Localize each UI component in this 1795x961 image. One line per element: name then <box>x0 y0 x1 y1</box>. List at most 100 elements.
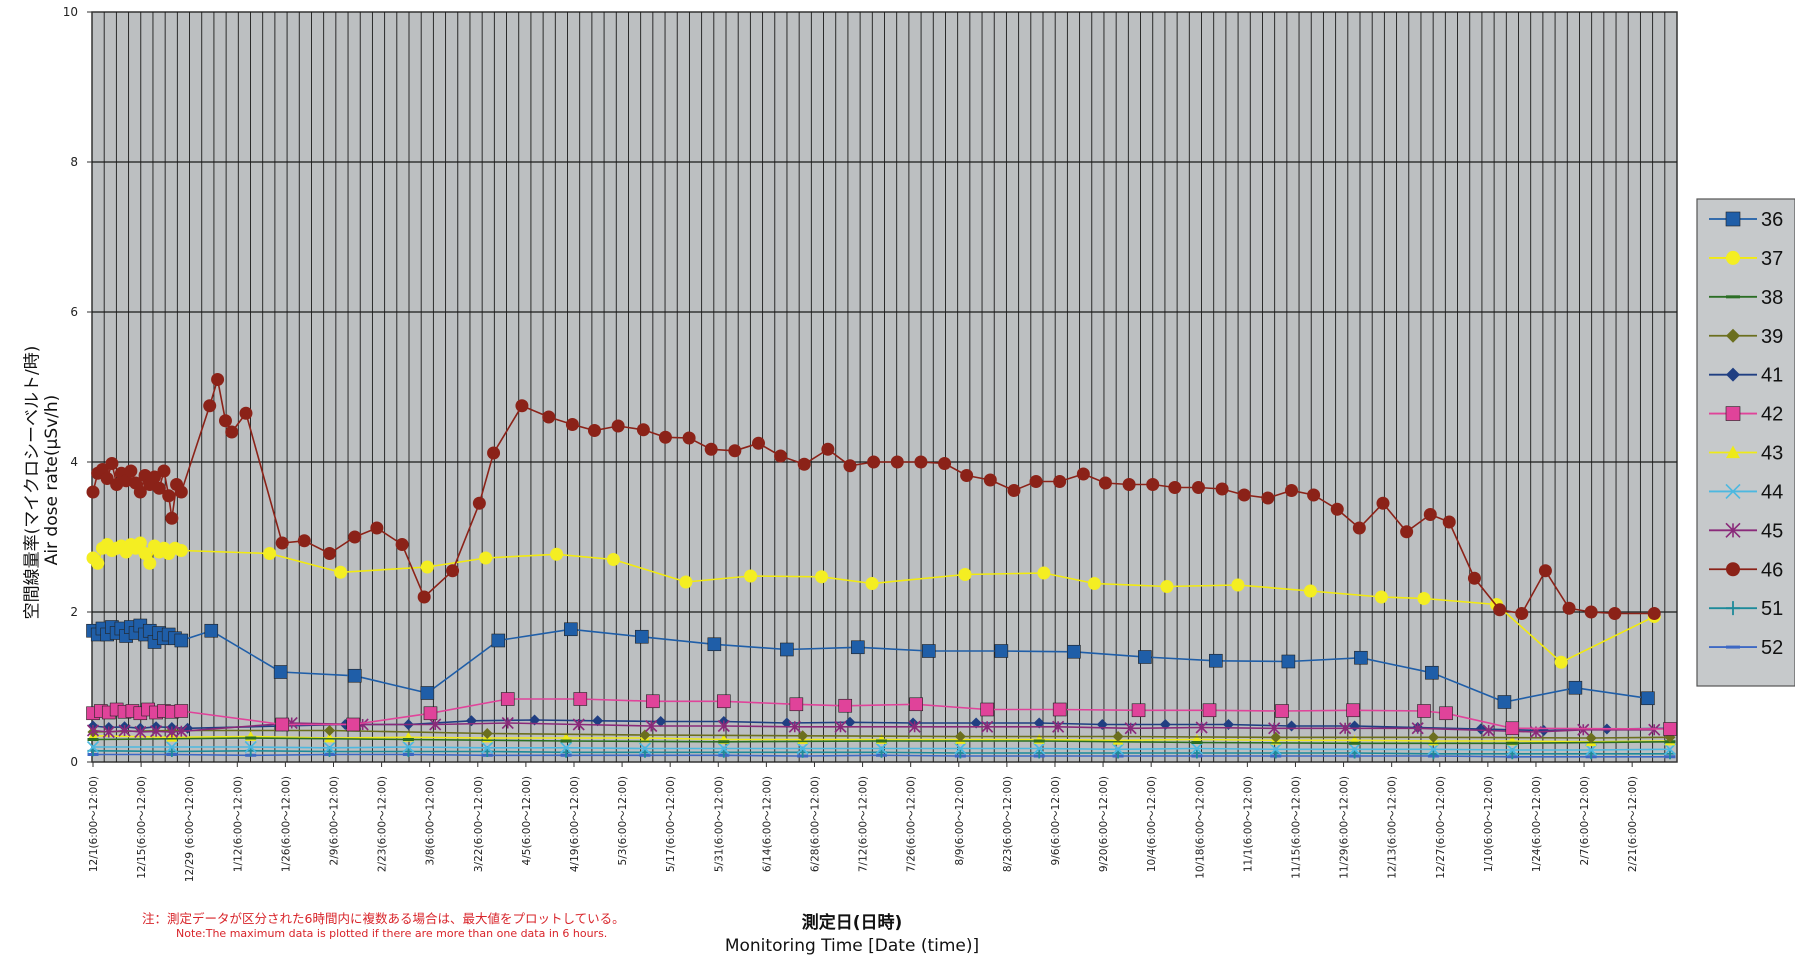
data-point <box>244 740 257 754</box>
data-point <box>1354 650 1368 665</box>
data-point <box>86 740 100 754</box>
data-point <box>1554 655 1568 669</box>
legend: 36 37 38 39 41 42 43 44 45 46 51 52 <box>1696 198 1795 687</box>
x-tick-label: 8/9(6:00～12:00) <box>954 776 966 865</box>
data-point <box>638 742 652 755</box>
data-point <box>958 568 972 581</box>
data-point <box>1033 742 1046 755</box>
y-tick-label: 8 <box>70 155 78 169</box>
data-point <box>1237 488 1251 502</box>
data-point <box>954 742 967 755</box>
series-44 <box>86 740 1677 757</box>
data-point <box>143 556 157 570</box>
data-point <box>86 724 100 737</box>
data-point <box>334 565 348 579</box>
data-point <box>1442 515 1456 529</box>
y-tick-label: 10 <box>63 5 78 19</box>
data-point <box>1726 250 1740 265</box>
series-37 <box>86 536 1661 669</box>
data-point <box>1577 723 1590 736</box>
x-tick-label: 3/22(6:00～12:00) <box>473 776 485 872</box>
legend-item-41: 41 <box>1709 365 1783 387</box>
y-tick-label: 6 <box>70 305 78 319</box>
data-point <box>821 442 835 456</box>
series-line <box>92 722 1655 733</box>
data-point <box>1726 645 1740 649</box>
x-tick-label: 4/19(6:00～12:00) <box>569 776 581 872</box>
data-point <box>704 442 718 456</box>
data-point <box>402 738 414 741</box>
data-point <box>658 430 672 444</box>
data-point <box>1427 743 1440 756</box>
data-point <box>446 564 460 578</box>
x-tick-label: 1/26(6:00～12:00) <box>280 776 292 872</box>
data-point <box>1648 723 1661 736</box>
data-point <box>781 717 793 729</box>
data-point <box>133 536 147 550</box>
data-point <box>1568 680 1583 695</box>
data-point <box>273 665 288 679</box>
data-point <box>491 633 506 648</box>
x-tick-label: 11/15(6:00～12:00) <box>1290 776 1302 879</box>
legend-item-52: 52 <box>1709 637 1783 659</box>
legend-item-37: 37 <box>1709 248 1783 270</box>
x-tick-label: 12/27(6:00～12:00) <box>1435 776 1447 879</box>
legend-label: 37 <box>1761 248 1783 270</box>
data-point <box>1506 743 1519 757</box>
legend-item-36: 36 <box>1709 209 1783 231</box>
data-point <box>1269 743 1282 756</box>
x-tick-label: 2/7(6:00～12:00) <box>1579 776 1591 865</box>
x-tick-label: 1/10(6:00～12:00) <box>1483 776 1495 872</box>
data-point <box>124 464 138 478</box>
data-point <box>501 716 514 730</box>
data-point <box>479 551 493 565</box>
data-point <box>1007 484 1021 497</box>
data-point <box>1482 724 1495 737</box>
x-tick-label: 1/12(6:00～12:00) <box>232 776 244 872</box>
data-point <box>1439 706 1453 721</box>
y-axis-title-jp: 空間線量率(マイクロシーベルト/時) <box>22 345 43 620</box>
x-tick-label: 12/29 (6:00～12:00) <box>184 776 196 882</box>
data-point <box>815 570 829 584</box>
data-point <box>639 729 651 741</box>
data-point <box>1663 722 1677 736</box>
data-point <box>1725 522 1741 538</box>
data-point <box>717 719 730 733</box>
data-point <box>914 455 928 469</box>
x-tick-label: 3/8(6:00～12:00) <box>425 776 437 865</box>
data-point <box>1202 703 1217 718</box>
data-point <box>994 644 1009 658</box>
data-point <box>796 742 809 755</box>
data-point <box>1131 703 1146 718</box>
legend-label: 36 <box>1761 209 1783 231</box>
data-point <box>797 730 809 742</box>
data-point <box>239 406 253 420</box>
y-tick-label: 2 <box>70 605 78 619</box>
data-point <box>225 425 239 439</box>
x-tick-label: 2/23(6:00～12:00) <box>377 776 389 872</box>
x-tick-label: 9/6(6:00～12:00) <box>1050 776 1062 865</box>
x-tick-label: 5/17(6:00～12:00) <box>665 776 677 872</box>
data-point <box>1275 704 1289 718</box>
x-tick-label: 9/20(6:00～12:00) <box>1098 776 1110 872</box>
legend-item-42: 42 <box>1709 404 1783 426</box>
data-point <box>636 423 650 437</box>
data-point <box>152 481 166 495</box>
x-tick-label: 5/31(6:00～12:00) <box>713 776 725 872</box>
data-point <box>1268 722 1281 735</box>
data-point <box>1417 704 1431 718</box>
data-point <box>417 590 431 604</box>
data-point <box>1506 741 1518 745</box>
legend-item-44: 44 <box>1709 481 1783 503</box>
data-point <box>1307 488 1321 502</box>
data-point <box>1608 607 1622 620</box>
data-point <box>843 459 857 473</box>
data-point <box>148 470 162 484</box>
data-point <box>323 547 337 560</box>
x-tick-label: 1/24(6:00～12:00) <box>1531 776 1543 872</box>
data-point <box>564 622 578 637</box>
data-point <box>1348 743 1361 756</box>
data-point <box>728 444 742 458</box>
legend-label: 42 <box>1761 404 1783 426</box>
